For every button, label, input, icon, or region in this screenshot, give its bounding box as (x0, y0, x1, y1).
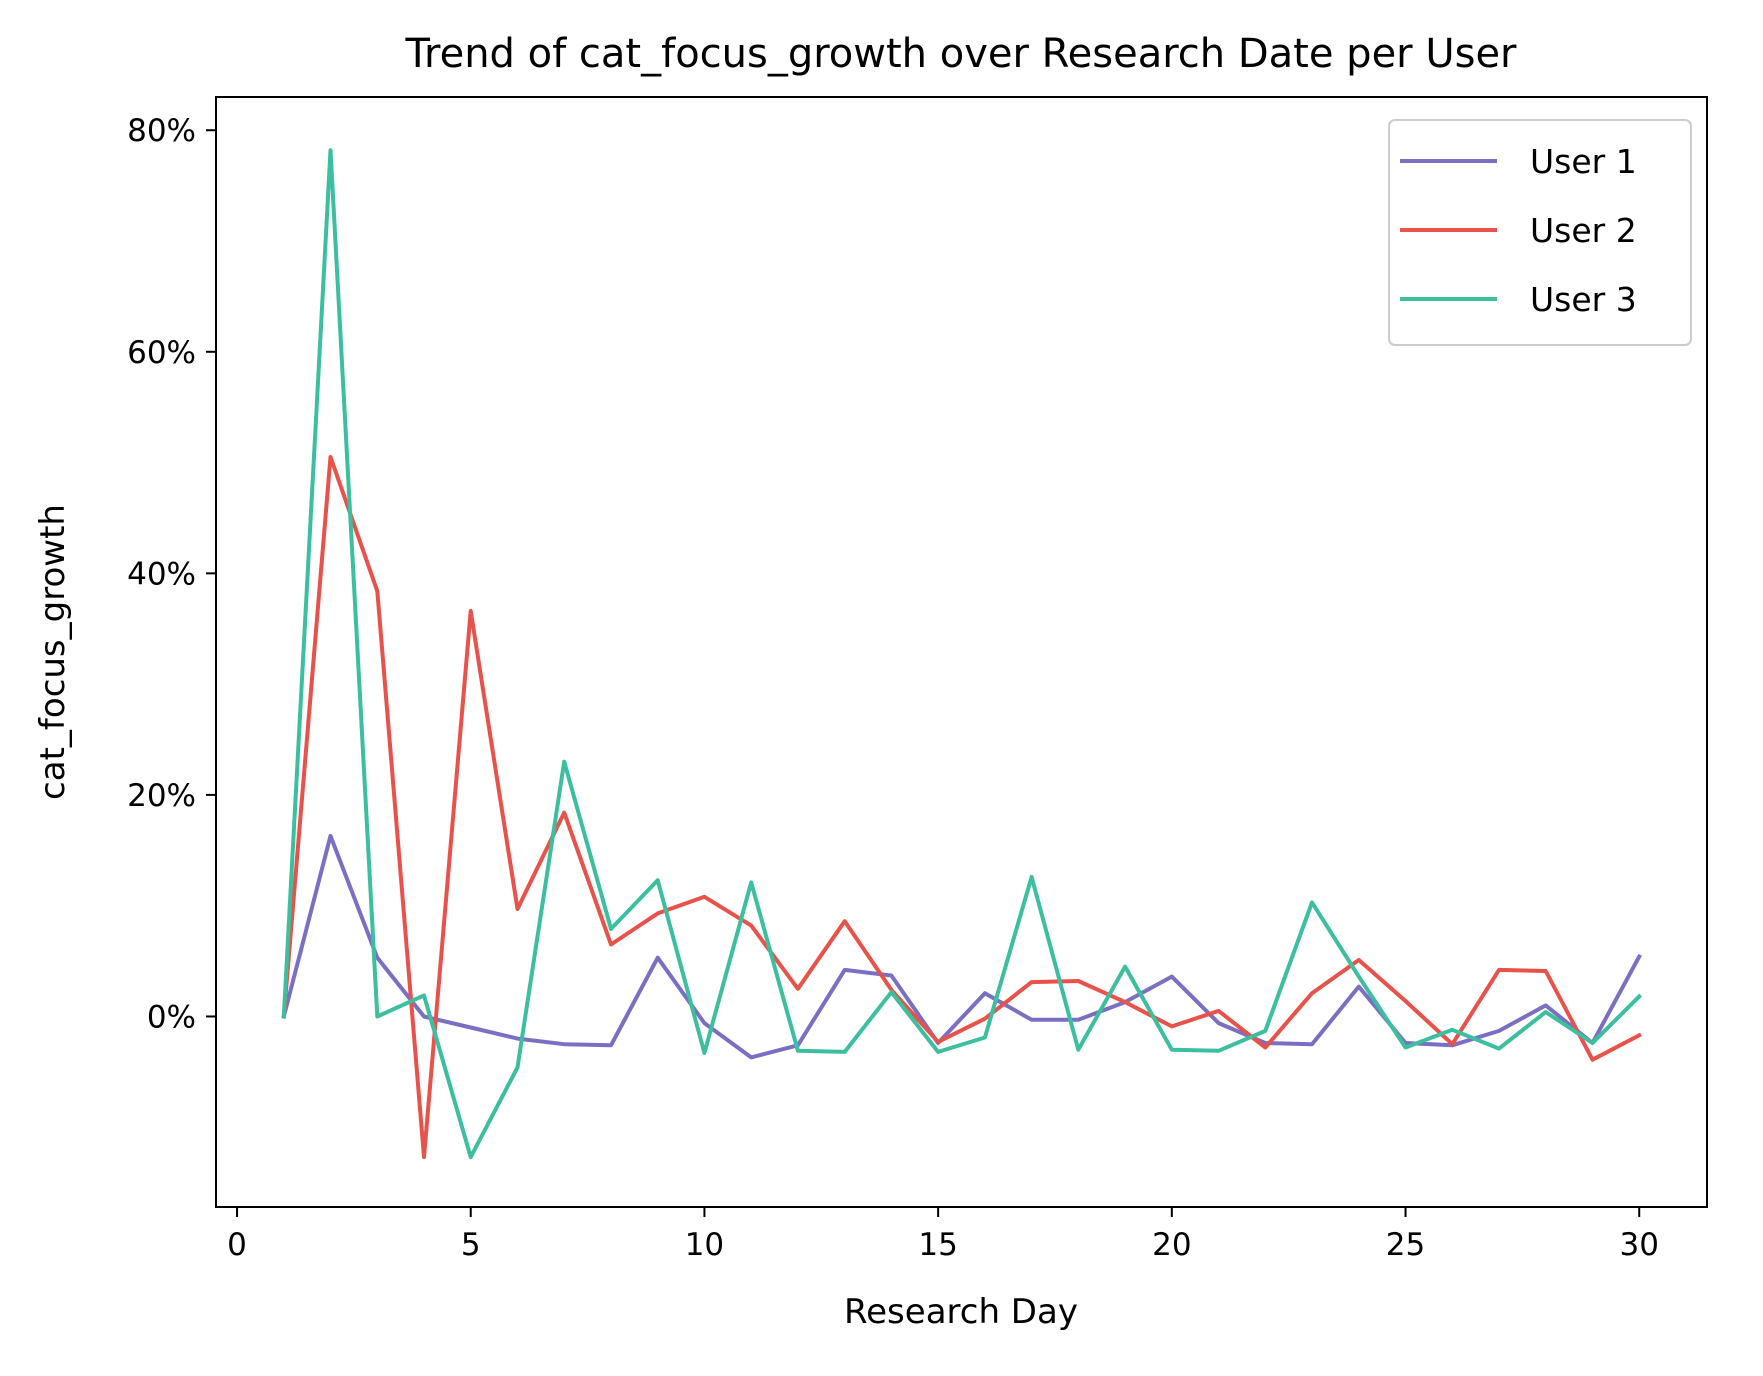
y-tick-label: 0% (147, 999, 196, 1035)
y-tick-label: 60% (127, 335, 196, 371)
x-tick-label: 5 (461, 1227, 481, 1263)
x-axis-label: Research Day (844, 1292, 1078, 1332)
y-tick-label: 40% (127, 556, 196, 592)
y-tick-label: 20% (127, 778, 196, 814)
y-axis-ticks: 0% 20% 40% 60% 80% (127, 113, 216, 1035)
chart-title: Trend of cat_focus_growth over Research … (404, 31, 1517, 77)
x-tick-label: 10 (685, 1227, 724, 1263)
x-tick-label: 20 (1152, 1227, 1191, 1263)
y-axis-label: cat_focus_growth (33, 504, 73, 800)
x-axis-ticks: 0 5 10 15 20 25 30 (227, 1207, 1659, 1263)
series-line-user-3 (281, 148, 1643, 1160)
plot-area (215, 96, 1708, 1208)
legend-frame (1388, 119, 1692, 346)
series-line-user-2 (281, 455, 1642, 1160)
x-tick-label: 30 (1620, 1227, 1659, 1263)
legend-label-user-2: User 2 (1530, 211, 1637, 250)
y-tick-label: 80% (127, 113, 196, 149)
legend-label-user-1: User 1 (1530, 142, 1637, 181)
legend: User 1 User 2 User 3 (1388, 119, 1692, 346)
x-tick-label: 25 (1386, 1227, 1425, 1263)
series-line-user-1 (281, 833, 1642, 1060)
x-tick-label: 15 (918, 1227, 957, 1263)
series-layer (281, 148, 1643, 1160)
x-tick-label: 0 (227, 1227, 247, 1263)
legend-label-user-3: User 3 (1530, 280, 1637, 319)
